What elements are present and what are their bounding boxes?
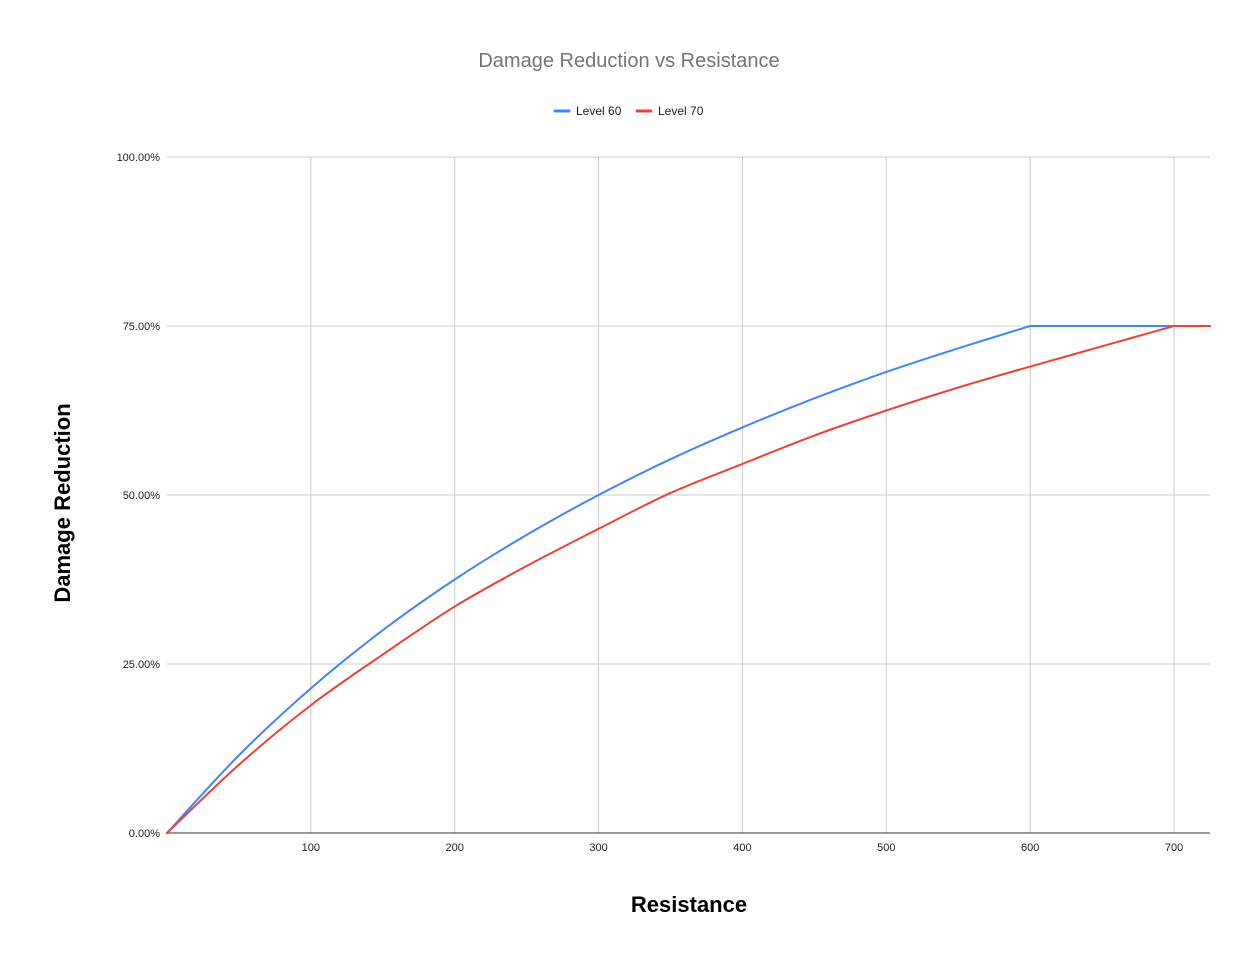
y-axis-title: Damage Reduction xyxy=(50,403,75,602)
y-tick-label: 25.00% xyxy=(123,659,161,671)
y-tick-label: 0.00% xyxy=(129,828,160,840)
x-tick-label: 200 xyxy=(446,842,464,854)
x-tick-label: 500 xyxy=(877,842,895,854)
y-tick-label: 100.00% xyxy=(117,152,161,164)
series-line-level-60 xyxy=(166,325,1211,834)
x-tick-label: 700 xyxy=(1165,842,1183,854)
x-tick-label: 300 xyxy=(589,842,607,854)
y-tick-label: 50.00% xyxy=(123,490,161,502)
x-tick-label: 600 xyxy=(1021,842,1039,854)
x-tick-label: 400 xyxy=(733,842,751,854)
legend-item: Level 70 xyxy=(635,104,704,118)
series-line-level-70 xyxy=(166,325,1211,834)
x-tick-label: 100 xyxy=(302,842,320,854)
legend-label: Level 60 xyxy=(576,104,622,118)
tick-labels: 0.00% 25.00% 50.00% 75.00% 100.00% 100 200 300 4… xyxy=(117,152,1184,854)
legend: Level 60 Level 70 xyxy=(553,104,704,118)
chart-title: Damage Reduction vs Resistance xyxy=(478,50,779,72)
legend-label: Level 70 xyxy=(658,104,704,118)
x-axis-title: Resistance xyxy=(631,892,747,917)
series-lines xyxy=(166,325,1211,834)
legend-item: Level 60 xyxy=(553,104,622,118)
y-tick-label: 75.00% xyxy=(123,321,161,333)
